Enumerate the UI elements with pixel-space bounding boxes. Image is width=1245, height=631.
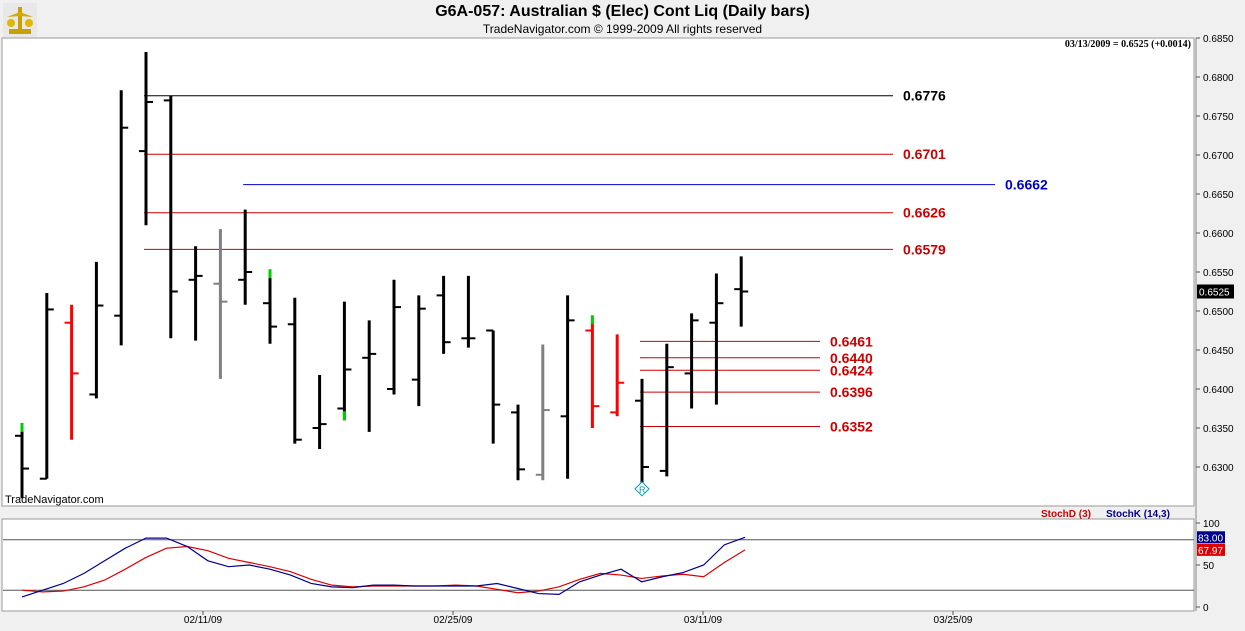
ohlc-bar (114, 90, 129, 346)
ohlc-bar (188, 246, 203, 341)
legend-stochk: StochK (14,3) (1106, 509, 1170, 520)
chart-title: G6A-057: Australian $ (Elec) Cont Liq (D… (435, 3, 810, 20)
ohlc-bar (461, 275, 476, 348)
osc-last-tag (1197, 531, 1225, 544)
y-tick-label: 0.6850 (1203, 34, 1234, 45)
level-label: 0.6424 (830, 362, 873, 378)
level-label: 0.6701 (903, 146, 946, 162)
ohlc-bar (535, 344, 550, 481)
x-tick-label: 03/25/09 (934, 615, 973, 626)
ohlc-bar (436, 275, 451, 354)
reversal-marker-icon (634, 481, 650, 497)
y-tick-label: 0.6800 (1203, 73, 1234, 84)
x-tick-label: 02/11/09 (184, 615, 223, 626)
reversal-marker-label: R (639, 485, 646, 495)
ohlc-bar (659, 343, 674, 477)
ohlc-bar (238, 209, 253, 305)
y-tick-label: 0.6750 (1203, 112, 1234, 123)
level-label: 0.6662 (1005, 177, 1048, 193)
y-tick-label: 0.6400 (1203, 385, 1234, 396)
level-label: 0.6352 (830, 418, 873, 434)
y-tick-label: 0.6500 (1203, 307, 1234, 318)
ohlc-bar (64, 304, 79, 440)
osc-y-tick-label: 0 (1203, 603, 1209, 614)
y-tick-label: 0.6350 (1203, 424, 1234, 435)
y-tick-label: 0.6600 (1203, 229, 1234, 240)
level-label: 0.6396 (830, 384, 873, 400)
watermark: TradeNavigator.com (5, 494, 104, 506)
ohlc-bar (387, 279, 401, 395)
last-price-tag (1197, 284, 1234, 299)
ohlc-bar (709, 273, 724, 405)
ohlc-bar (263, 270, 277, 344)
ohlc-bar (287, 297, 302, 444)
x-tick-label: 03/11/09 (684, 615, 723, 626)
price-panel (1, 37, 1195, 507)
ohlc-bar (610, 334, 625, 417)
osc-last-label: 83.00 (1198, 533, 1223, 544)
ohlc-bar (734, 256, 749, 327)
ohlc-bar (684, 313, 699, 409)
x-tick-label: 02/25/09 (434, 615, 473, 626)
osc-series-line (21, 536, 746, 598)
osc-y-tick-label: 100 (1203, 519, 1220, 530)
level-label: 0.6461 (830, 333, 873, 349)
chart-subtitle: TradeNavigator.com © 1999-2009 All right… (482, 22, 763, 36)
price-readout: 03/13/2009 = 0.6525 (+0.0014) (1064, 39, 1191, 50)
ohlc-bar (15, 426, 29, 499)
level-label: 0.6579 (903, 241, 946, 257)
ohlc-bar (635, 378, 649, 485)
osc-last-tag (1197, 543, 1225, 556)
last-price-label: 0.6525 (1199, 288, 1230, 299)
ohlc-bar (163, 95, 178, 339)
osc-y-tick-label: 50 (1203, 561, 1215, 572)
y-tick-label: 0.6300 (1203, 463, 1234, 474)
ohlc-bar (362, 320, 377, 432)
y-tick-label: 0.6550 (1203, 268, 1234, 279)
ohlc-bar (89, 261, 104, 399)
ohlc-bar (486, 329, 501, 444)
osc-last-label: 67.97 (1198, 546, 1223, 557)
level-label: 0.6776 (903, 88, 946, 104)
osc-series-line (21, 545, 746, 594)
ohlc-bar (139, 52, 153, 226)
ohlc-bar (411, 295, 426, 407)
oscillator-panel (1, 518, 1195, 612)
ohlc-bar (213, 229, 228, 379)
legend-stochd: StochD (3) (1041, 509, 1091, 520)
y-tick-label: 0.6650 (1203, 190, 1234, 201)
level-label: 0.6440 (830, 350, 873, 366)
level-label: 0.6626 (903, 205, 946, 221)
ohlc-bar (337, 301, 352, 421)
ohlc-bar (560, 295, 575, 479)
logo-icon (3, 3, 37, 37)
y-tick-label: 0.6450 (1203, 346, 1234, 357)
ohlc-bar (39, 293, 54, 480)
ohlc-bar (511, 404, 525, 481)
ohlc-bar (585, 322, 600, 428)
y-tick-label: 0.6700 (1203, 151, 1234, 162)
ohlc-bar (312, 374, 327, 450)
